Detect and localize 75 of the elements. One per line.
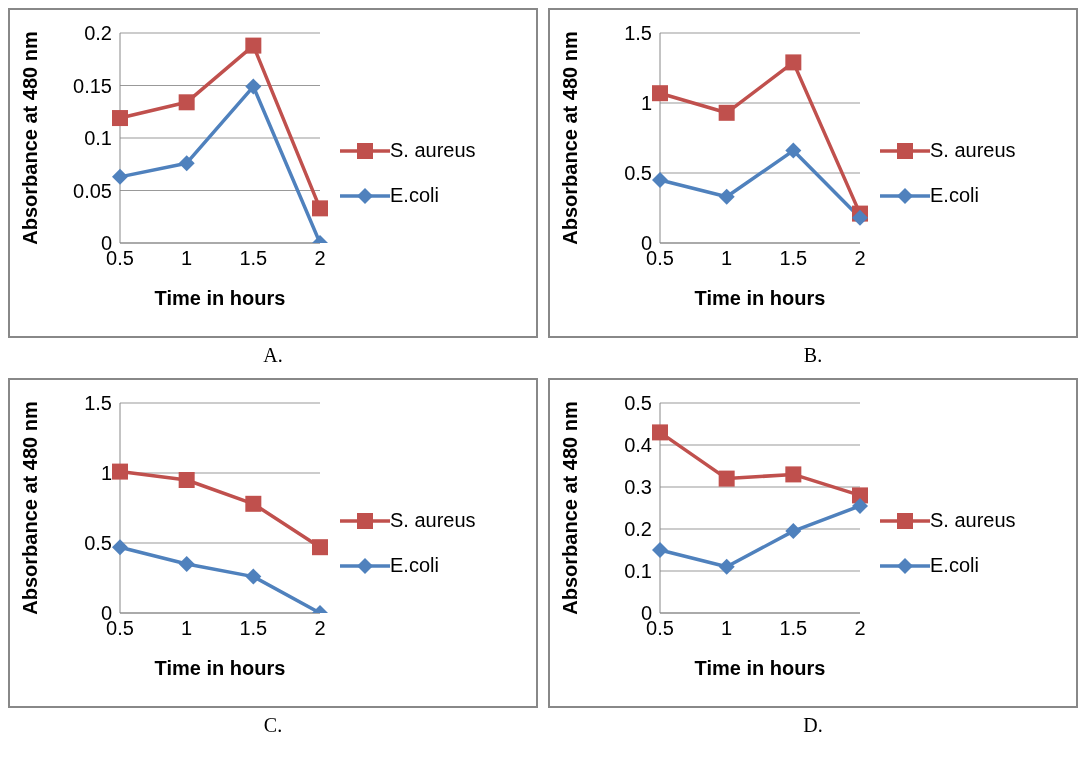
x-axis-title: Time in hours (154, 287, 286, 309)
y-tick-label: 0.4 (624, 434, 652, 457)
point (785, 54, 802, 71)
point (718, 470, 735, 487)
point (852, 497, 868, 514)
point (652, 424, 668, 441)
legend-label: S. aureus (930, 139, 1016, 162)
y-tick-label: 0.05 (73, 179, 112, 202)
y-tick-label: 0.15 (73, 74, 112, 97)
point (178, 556, 195, 572)
point (245, 37, 262, 54)
point (178, 155, 195, 172)
point (652, 172, 668, 188)
point (852, 209, 868, 226)
legend-label: E.coli (930, 184, 979, 207)
point (112, 463, 128, 480)
legend-label: S. aureus (930, 509, 1016, 532)
point (245, 568, 262, 585)
legend-label: S. aureus (390, 139, 476, 162)
y-tick-label: 0.2 (624, 518, 652, 541)
point (178, 472, 195, 488)
legend-label: S. aureus (390, 509, 476, 532)
legend-label: E.coli (390, 184, 439, 207)
y-tick-label: 1.5 (624, 22, 652, 45)
x-tick-label: 1.5 (779, 617, 808, 640)
x-tick-label: 2 (314, 247, 326, 270)
y-tick-label: 1.5 (84, 392, 112, 415)
x-tick-label: 2 (314, 617, 326, 640)
point (312, 200, 328, 217)
legend-label: E.coli (390, 554, 439, 577)
text: D. (802, 714, 824, 738)
text: B. (802, 344, 824, 368)
legend-label: E.coli (930, 554, 979, 577)
y-axis-title: Absorbance at 480 nm (19, 401, 42, 615)
y-tick-label: 0.1 (84, 127, 112, 150)
point (112, 110, 128, 127)
y-tick-label: 0.5 (624, 162, 652, 185)
x-tick-label: 1.5 (779, 247, 808, 270)
y-tick-label: 0.5 (84, 532, 112, 555)
y-axis-title: Absorbance at 480 nm (19, 31, 42, 245)
x-tick-label: 1 (721, 617, 733, 640)
y-tick-label: 0.3 (624, 476, 652, 499)
y-axis-title: Absorbance at 480 nm (559, 31, 582, 245)
point (718, 188, 735, 205)
x-axis-title: Time in hours (694, 287, 826, 309)
point (785, 523, 802, 540)
point (652, 542, 668, 558)
point (312, 539, 328, 556)
x-tick-label: 1 (721, 247, 733, 270)
x-tick-label: 2 (854, 617, 866, 640)
y-tick-label: 0.2 (84, 22, 112, 45)
x-tick-label: 1.5 (239, 617, 268, 640)
point (785, 142, 802, 159)
y-tick-label: 0.1 (624, 560, 652, 583)
x-axis-title: Time in hours (694, 657, 826, 679)
x-tick-label: 1.5 (239, 247, 268, 270)
point (718, 104, 735, 121)
y-tick-label: 0.5 (624, 392, 652, 415)
x-tick-label: 2 (854, 247, 866, 270)
point (785, 466, 802, 483)
point (112, 539, 128, 556)
text: A. (262, 344, 284, 368)
x-tick-label: 1 (181, 247, 193, 270)
y-axis-title: Absorbance at 480 nm (559, 401, 582, 615)
point (112, 168, 128, 185)
y-tick-label: 1 (100, 462, 112, 485)
point (718, 558, 735, 575)
point (245, 78, 262, 95)
x-axis-title: Time in hours (154, 657, 286, 679)
y-tick-label: 1 (640, 92, 652, 115)
point (178, 94, 195, 111)
text: C. (262, 714, 284, 738)
point (652, 85, 668, 102)
x-tick-label: 1 (181, 617, 193, 640)
point (245, 495, 262, 512)
